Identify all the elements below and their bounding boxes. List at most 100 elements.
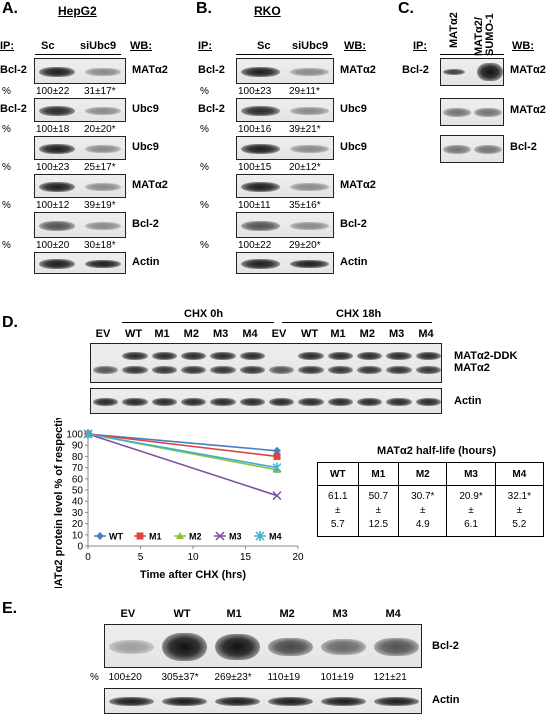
panelB-row-1-ip: Bcl-2: [198, 103, 225, 115]
band: [215, 634, 260, 660]
panel-c-col-underline: [440, 54, 504, 55]
panel-b-cell-line: RKO: [254, 4, 281, 18]
panelC-row-0-wb: MATα2: [510, 64, 546, 76]
band: [327, 366, 353, 374]
halflife-value-2-0: 30.7*: [411, 491, 435, 502]
band: [415, 352, 441, 360]
legend-marker-m4: [255, 531, 265, 541]
band: [443, 108, 471, 117]
panelA-row-2-v2: 25±17*: [84, 162, 116, 173]
halflife-cell: 20.9* ±6.1: [446, 485, 496, 537]
band: [122, 366, 148, 374]
band: [374, 697, 419, 706]
panelC-row-1-wb: MATα2: [510, 104, 546, 116]
halflife-header-m2: M2: [398, 462, 448, 486]
panelA-blot-3: [34, 174, 126, 198]
legend-label-m3: M3: [229, 532, 242, 542]
band: [298, 366, 324, 374]
panel-d-label-mata2: MATα2: [454, 362, 490, 374]
band: [122, 398, 148, 406]
panel-b-ip-header: IP:: [198, 40, 213, 52]
halflife-cell: 30.7* ±4.9: [398, 485, 448, 537]
x-tick-label-15: 15: [240, 552, 252, 563]
y-tick-label-80: 80: [72, 452, 84, 463]
panel-e-label-bcl2: Bcl-2: [432, 640, 459, 652]
band: [290, 222, 329, 230]
legend-marker-m2: [176, 532, 184, 539]
panel-e-letter: E.: [2, 600, 18, 617]
panelD-lane-9: M2: [359, 328, 375, 340]
halflife-value-4-2: 5.2: [512, 519, 527, 530]
band: [321, 639, 366, 655]
band: [39, 259, 75, 269]
panelA-blot-0: [34, 58, 126, 84]
panelB-row-2-v1: 100±15: [238, 162, 272, 173]
panelE-value-4: 101±19: [320, 672, 354, 683]
halflife-value-2-1: ±: [420, 505, 426, 516]
y-tick-label-40: 40: [72, 497, 84, 508]
halflife-cell: 50.7 ±12.5: [357, 485, 400, 537]
y-tick-label-90: 90: [72, 441, 84, 452]
panelE-value-2: 269±23*: [214, 672, 252, 683]
halflife-header-row: WT M1 M2 M3 M4: [317, 462, 545, 486]
panelB-blot-1: [236, 98, 334, 122]
panelD-lane-4: M3: [213, 328, 229, 340]
panelA-row-0-v1: 100±22: [36, 86, 70, 97]
panel-d-group-chx18: CHX 18h: [336, 308, 382, 320]
band: [415, 398, 441, 406]
panelB-row-4-wb: Bcl-2: [340, 218, 367, 230]
band: [357, 398, 383, 406]
panel-a-letter: A.: [2, 0, 18, 17]
band: [386, 366, 412, 374]
panelA-row-3-pct: %: [2, 200, 11, 211]
panelA-row-1-wb: Ubc9: [132, 103, 159, 115]
band: [122, 352, 148, 360]
panel-d-label-actin: Actin: [454, 395, 482, 407]
band: [327, 398, 353, 406]
panelB-blot-3: [236, 174, 334, 198]
panel-a-wb-header: WB:: [130, 40, 152, 52]
panelC-row-0-ip: Bcl-2: [402, 64, 429, 76]
band: [85, 145, 121, 153]
y-axis-label: MATα2 protein level % of respective 0 hr: [53, 418, 65, 588]
panelD-lane-11: M4: [418, 328, 434, 340]
halflife-header-m1: M1: [357, 462, 400, 486]
band: [357, 352, 383, 360]
band: [85, 68, 121, 76]
panelA-row-1-ip: Bcl-2: [0, 103, 27, 115]
halflife-value-1-0: 50.7: [368, 491, 389, 502]
panelB-row-0-wb: MATα2: [340, 64, 376, 76]
band: [321, 697, 366, 706]
halflife-value-row: 61.1 ±5.7 50.7 ±12.5 30.7* ±4.9 20.9* ±6.1 32.1*…: [317, 485, 545, 537]
series-line-m4: [87, 433, 278, 469]
panelB-row-0-v1: 100±23: [238, 86, 272, 97]
band: [290, 68, 329, 76]
panelB-row-4-v1: 100±22: [238, 240, 272, 251]
band: [386, 398, 412, 406]
panelA-row-2-v1: 100±23: [36, 162, 70, 173]
point-m1-1: [273, 452, 281, 460]
band: [374, 638, 419, 656]
panel-b-col-sc: Sc: [257, 40, 271, 52]
panelB-row-5-wb: Actin: [340, 256, 368, 268]
band: [162, 633, 207, 661]
panel-a-ip-header: IP:: [0, 40, 15, 52]
panelA-row-4-wb: Bcl-2: [132, 218, 159, 230]
band: [85, 260, 121, 268]
panelA-row-3-v2: 39±19*: [84, 200, 116, 211]
band: [241, 182, 280, 192]
x-tick-label-20: 20: [292, 552, 304, 563]
band: [443, 69, 465, 75]
halflife-table-title: MATα2 half-life (hours): [377, 445, 496, 457]
panelD-lane-6: EV: [271, 328, 287, 340]
panelB-row-3-wb: MATα2: [340, 179, 376, 191]
halflife-value-0-0: 61.1: [328, 491, 348, 502]
panelA-blot-2: [34, 136, 126, 160]
y-tick-label-100: 100: [66, 430, 83, 441]
panelA-blot-1: [34, 98, 126, 122]
band: [443, 145, 471, 154]
band: [93, 366, 119, 374]
y-tick-label-0: 0: [77, 542, 83, 553]
legend-label-m1: M1: [149, 532, 162, 542]
band: [39, 182, 75, 192]
